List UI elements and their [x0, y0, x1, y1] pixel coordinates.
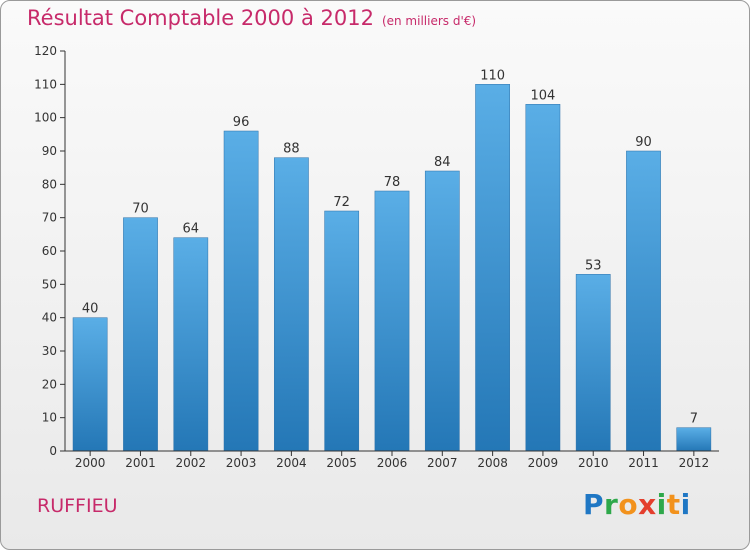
- y-tick-label-30: 30: [42, 344, 57, 358]
- y-tick-label-110: 110: [34, 77, 57, 91]
- x-tick-label-2001: 2001: [125, 456, 156, 470]
- value-label-2011: 90: [635, 135, 652, 150]
- x-tick-label-2008: 2008: [477, 456, 508, 470]
- x-tick-label-2009: 2009: [528, 456, 559, 470]
- chart-subtitle: (en milliers d'€): [381, 14, 477, 28]
- proxiti-logo: Proxiti: [583, 488, 691, 521]
- value-label-2000: 40: [82, 302, 99, 317]
- bar-2007: [424, 170, 460, 452]
- value-label-2001: 70: [132, 202, 149, 217]
- value-label-2009: 104: [531, 88, 556, 103]
- commune-name: RUFFIEU: [37, 495, 118, 517]
- x-tick-label-2004: 2004: [276, 456, 307, 470]
- y-tick-label-0: 0: [49, 444, 57, 458]
- x-tick-label-2007: 2007: [427, 456, 458, 470]
- bar-2000: [72, 317, 108, 452]
- y-tick-label-100: 100: [34, 111, 57, 125]
- x-tick-label-2006: 2006: [377, 456, 408, 470]
- bar-2002: [173, 237, 209, 452]
- value-label-2004: 88: [283, 142, 300, 157]
- value-label-2007: 84: [434, 155, 451, 170]
- y-tick-label-50: 50: [42, 277, 57, 291]
- bar-2004: [274, 157, 309, 452]
- x-tick-label-2000: 2000: [75, 456, 106, 470]
- y-tick-label-10: 10: [42, 411, 57, 425]
- x-tick-label-2005: 2005: [326, 456, 357, 470]
- title-text: Résultat Comptable 2000 à 2012: [27, 6, 374, 30]
- y-tick-label-70: 70: [42, 211, 57, 225]
- x-tick-label-2003: 2003: [226, 456, 257, 470]
- bar-2011: [626, 150, 661, 452]
- y-tick-label-20: 20: [42, 377, 57, 391]
- y-tick-label-120: 120: [34, 44, 57, 58]
- value-label-2006: 78: [384, 175, 401, 190]
- value-label-2003: 96: [233, 115, 250, 130]
- bar-2001: [123, 217, 158, 452]
- x-tick-label-2002: 2002: [175, 456, 206, 470]
- data-labels: 40 70 64 96 88 72 78 84 110 104 53 90 7: [82, 68, 698, 426]
- bar-2005: [324, 210, 360, 452]
- bar-2006: [374, 190, 410, 452]
- value-label-2002: 64: [182, 222, 199, 237]
- value-label-2012: 7: [690, 412, 698, 427]
- x-tick-label-2011: 2011: [628, 456, 659, 470]
- y-tick-label-90: 90: [42, 144, 57, 158]
- bar-2009: [525, 104, 561, 452]
- bar-2012: [676, 427, 712, 452]
- y-tick-label-40: 40: [42, 311, 57, 325]
- value-label-2010: 53: [585, 258, 602, 273]
- x-tick-label-2012: 2012: [679, 456, 710, 470]
- bar-2003: [223, 130, 259, 452]
- value-label-2005: 72: [333, 195, 350, 210]
- chart-title: Résultat Comptable 2000 à 2012 (en millie…: [27, 6, 476, 30]
- y-tick-label-60: 60: [42, 244, 57, 258]
- bars-layer: [72, 84, 712, 452]
- y-tick-label-80: 80: [42, 177, 57, 191]
- bar-2010: [575, 274, 611, 452]
- x-tick-label-2010: 2010: [578, 456, 609, 470]
- value-label-2008: 110: [480, 68, 505, 83]
- bar-2008: [475, 84, 510, 452]
- axes: 2000 2001 2002 2003 2004 2005 2006 2007 2008 2009…: [34, 44, 719, 470]
